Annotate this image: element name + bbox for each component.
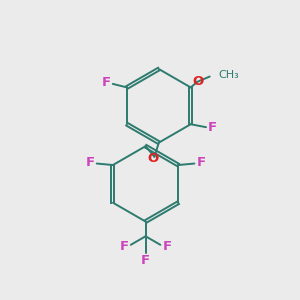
Text: F: F (102, 76, 111, 89)
Text: F: F (208, 121, 217, 134)
Text: F: F (162, 240, 171, 253)
Text: F: F (196, 157, 206, 169)
Text: CH₃: CH₃ (218, 70, 239, 80)
Text: F: F (86, 157, 95, 169)
Text: O: O (192, 75, 203, 88)
Text: F: F (141, 254, 150, 267)
Text: O: O (147, 152, 159, 165)
Text: F: F (120, 240, 129, 253)
